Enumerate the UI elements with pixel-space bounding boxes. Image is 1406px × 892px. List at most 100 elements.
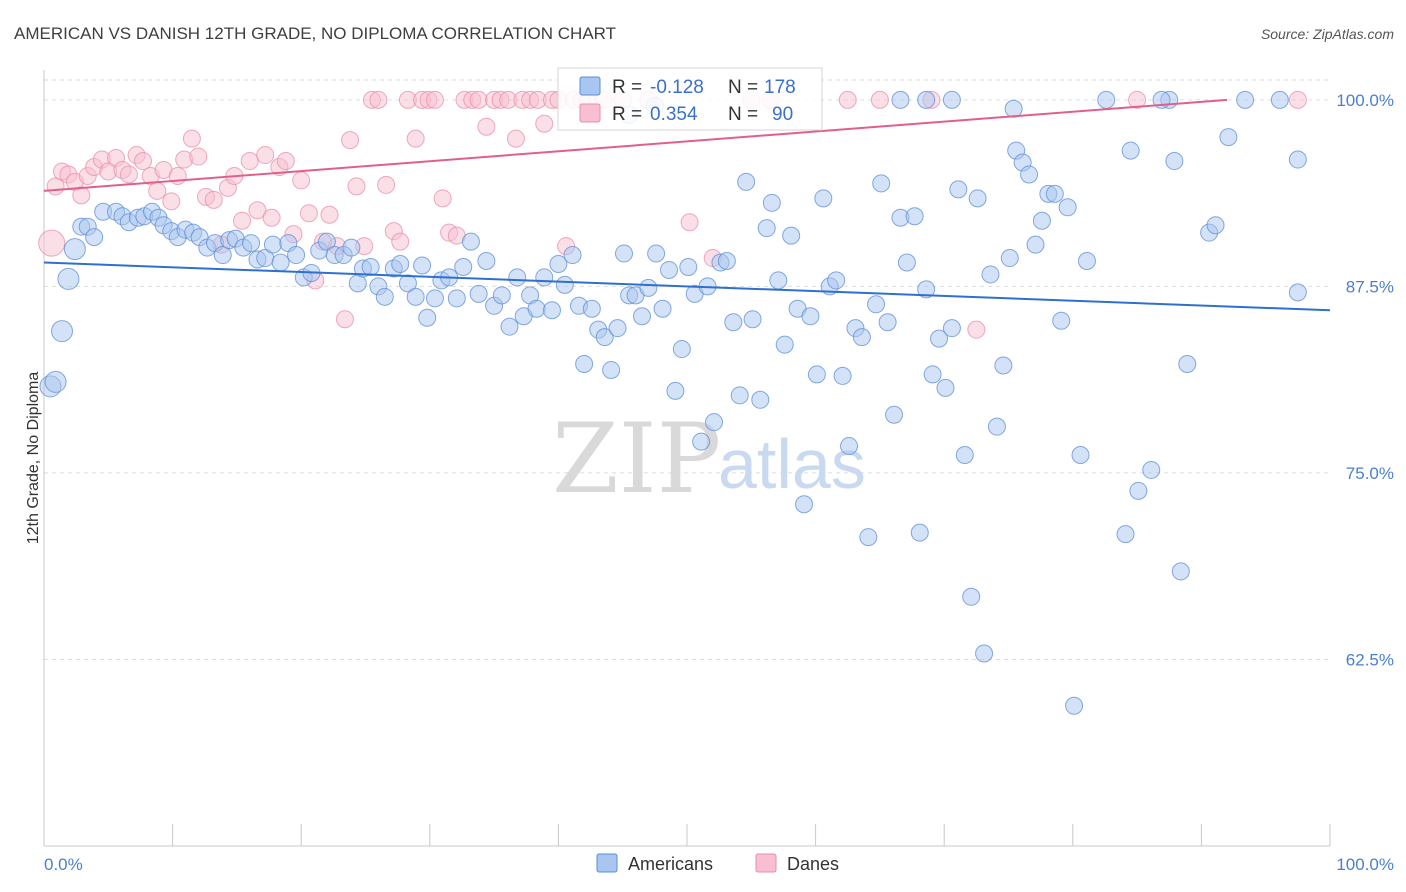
legend-n-label-americans: N = xyxy=(728,77,758,98)
americans-point xyxy=(917,90,936,109)
americans-point xyxy=(477,252,496,271)
danes-point xyxy=(134,152,153,171)
danes-point xyxy=(233,211,252,230)
americans-point xyxy=(672,340,691,359)
americans-point xyxy=(1026,235,1045,254)
americans-point xyxy=(287,246,306,265)
americans-point xyxy=(542,301,561,320)
danes-point xyxy=(838,90,857,109)
americans-point xyxy=(413,256,432,275)
legend-swatch-americans xyxy=(579,76,601,96)
americans-point xyxy=(769,271,788,290)
americans-point xyxy=(807,365,826,384)
americans-point xyxy=(317,232,336,251)
stats-legend: R = -0.128 N = 178 R = 0.354 N = 90 xyxy=(557,67,823,131)
americans-point xyxy=(271,253,290,272)
danes-point xyxy=(320,205,339,224)
americans-point xyxy=(975,644,994,663)
americans-point xyxy=(653,299,672,318)
y-tick-labels: 100.0% 87.5% 75.0% 62.5% xyxy=(1336,91,1394,670)
danes-point xyxy=(433,189,452,208)
americans-point xyxy=(391,255,410,273)
legend-n-label-danes: N = xyxy=(728,104,758,125)
legend-r-label-americans: R = xyxy=(612,77,642,98)
americans-point xyxy=(1178,354,1197,373)
americans-point xyxy=(555,275,574,294)
americans-point xyxy=(51,320,74,343)
legend-r-value-danes: 0.354 xyxy=(650,104,698,125)
americans-point xyxy=(897,253,916,272)
danes-point xyxy=(870,90,889,109)
series-legend-swatch-danes xyxy=(755,853,777,873)
americans-point xyxy=(1097,90,1116,109)
americans-point xyxy=(981,265,1000,284)
americans-point xyxy=(263,235,282,254)
americans-point xyxy=(1032,211,1051,230)
americans-point xyxy=(936,378,955,397)
series-legend-label-danes: Danes xyxy=(787,854,839,874)
americans-point xyxy=(632,307,651,326)
americans-point xyxy=(418,308,437,327)
americans-point xyxy=(905,207,924,226)
americans-point xyxy=(757,219,776,238)
americans-point xyxy=(949,180,968,199)
legend-swatch-danes xyxy=(579,103,601,123)
danes-point xyxy=(406,129,425,148)
americans-point xyxy=(962,587,981,606)
americans-point xyxy=(1045,184,1064,203)
americans-point xyxy=(782,226,801,245)
legend-r-label-danes: R = xyxy=(612,104,642,125)
americans-point xyxy=(575,354,594,373)
americans-point xyxy=(1270,90,1289,109)
americans-point xyxy=(563,246,582,265)
americans-point xyxy=(751,390,770,409)
y-tick-label: 87.5% xyxy=(1346,277,1394,296)
americans-point xyxy=(1052,311,1071,330)
americans-point xyxy=(1288,283,1307,302)
americans-point xyxy=(923,365,942,384)
americans-point xyxy=(647,244,666,263)
danes-point xyxy=(248,201,267,220)
americans-point xyxy=(85,228,104,247)
x-tick-label: 0.0% xyxy=(44,855,83,874)
danes-point xyxy=(477,117,496,136)
americans-point xyxy=(1165,152,1184,171)
americans-point xyxy=(955,446,974,465)
americans-point xyxy=(930,329,949,348)
americans-point xyxy=(447,289,466,308)
americans-point xyxy=(242,234,261,253)
americans-point xyxy=(917,280,936,299)
americans-point xyxy=(492,286,511,305)
trend-line-americans xyxy=(43,261,1331,312)
americans-point xyxy=(375,287,394,306)
chart-title: AMERICAN VS DANISH 12TH GRADE, NO DIPLOM… xyxy=(14,24,616,43)
americans-point xyxy=(885,405,904,424)
danes-point xyxy=(119,165,138,184)
americans-point xyxy=(833,366,852,385)
americans-point xyxy=(1121,141,1140,160)
americans-point xyxy=(614,244,633,263)
americans-point xyxy=(891,90,910,109)
americans-point xyxy=(57,267,80,290)
americans-point xyxy=(692,432,711,451)
americans-point xyxy=(942,90,961,109)
americans-point xyxy=(508,268,527,287)
americans-point xyxy=(801,307,820,326)
americans-point xyxy=(1219,128,1238,147)
danes-point xyxy=(369,90,388,109)
americans-point xyxy=(1071,446,1090,465)
legend-n-value-danes: 90 xyxy=(772,104,793,125)
danes-point xyxy=(335,310,354,329)
americans-point xyxy=(840,437,859,456)
danes-point xyxy=(262,208,281,227)
americans-point xyxy=(1142,460,1161,479)
americans-point xyxy=(398,274,417,293)
x-tick-labels: 0.0% 100.0% xyxy=(44,855,1394,874)
americans-point xyxy=(348,274,367,293)
americans-point xyxy=(743,310,762,329)
americans-point xyxy=(454,257,473,276)
danes-point xyxy=(1288,90,1307,109)
americans-point xyxy=(1065,696,1084,715)
chart-source: Source: ZipAtlas.com xyxy=(1261,26,1394,42)
